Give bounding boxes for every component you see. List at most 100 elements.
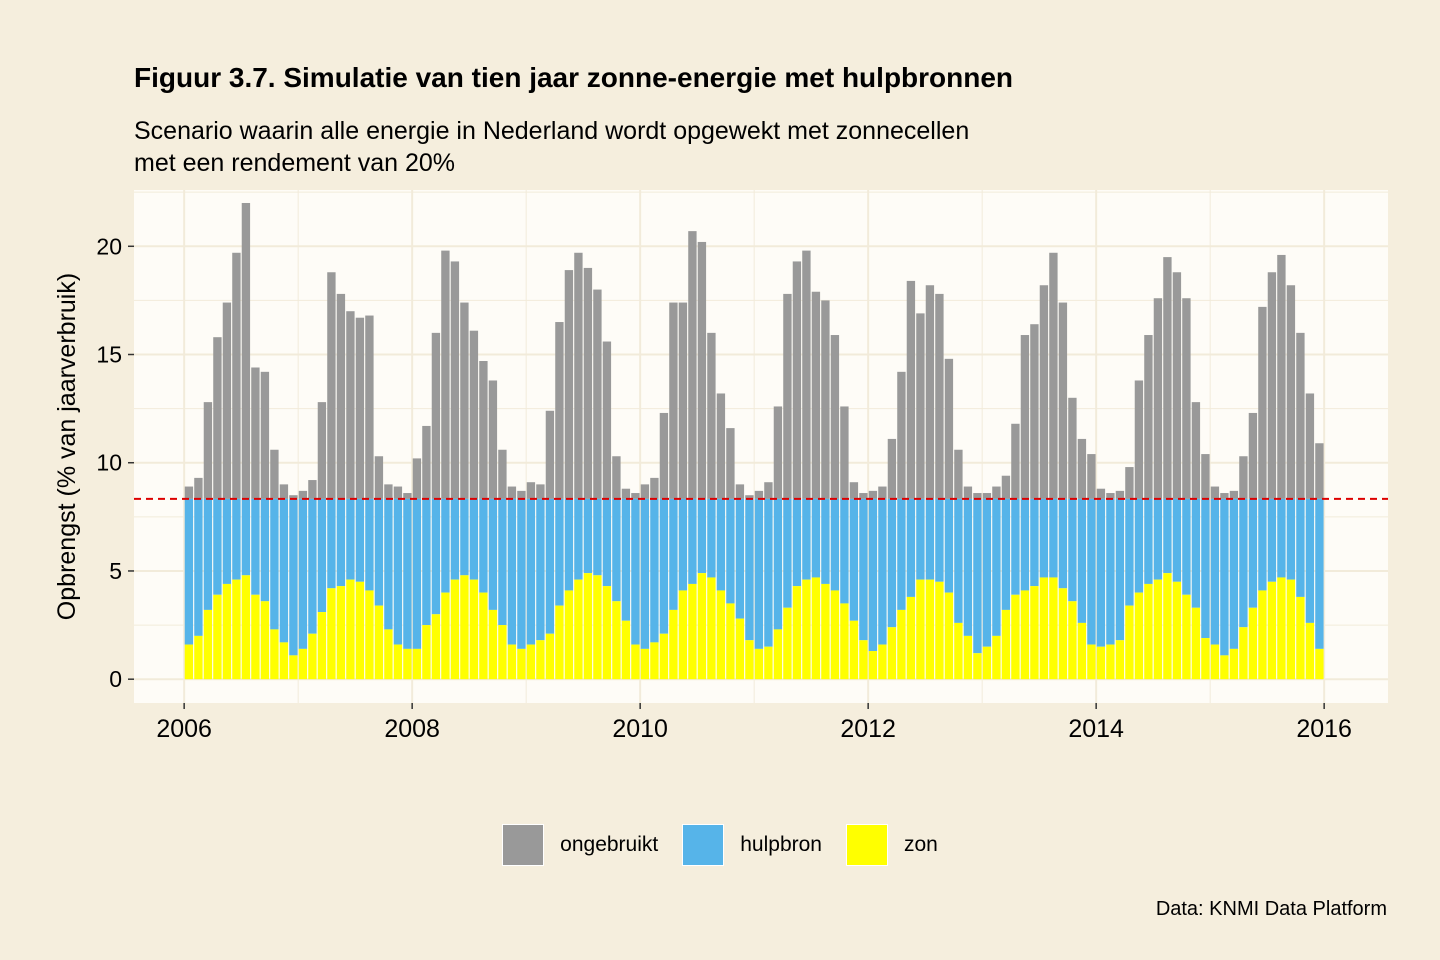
- bar-ongebruikt: [1277, 254, 1286, 499]
- bar-ongebruikt: [935, 293, 944, 499]
- bar-zon: [241, 575, 251, 680]
- bar-zon: [1248, 607, 1258, 680]
- bar-ongebruikt: [821, 300, 830, 499]
- bar-hulpbron: [213, 498, 222, 595]
- bar-zon: [1267, 581, 1277, 680]
- bar-zon: [954, 622, 963, 680]
- bar-zon: [992, 635, 1001, 680]
- bar-zon: [612, 601, 621, 680]
- bar-zon: [830, 590, 840, 680]
- bar-hulpbron: [859, 498, 868, 641]
- bar-ongebruikt: [346, 311, 355, 499]
- bar-zon: [764, 646, 773, 680]
- bar-zon: [422, 625, 431, 680]
- chart-subtitle-line-1: Scenario waarin alle energie in Nederlan…: [134, 117, 970, 145]
- bar-zon: [1001, 609, 1011, 680]
- bar-hulpbron: [659, 498, 669, 634]
- bar-zon: [222, 583, 232, 680]
- bar-hulpbron: [1296, 498, 1305, 597]
- bar-zon: [783, 607, 792, 680]
- bar-zon: [536, 640, 545, 680]
- bar-hulpbron: [783, 498, 792, 608]
- bar-zon: [1144, 583, 1153, 680]
- bar-zon: [203, 609, 213, 680]
- bar-hulpbron: [384, 498, 393, 630]
- bar-zon: [232, 579, 241, 680]
- bar-zon: [849, 620, 859, 680]
- bar-ongebruikt: [811, 291, 821, 499]
- bar-zon: [982, 646, 992, 680]
- bar-zon: [963, 635, 973, 680]
- bar-hulpbron: [403, 498, 412, 649]
- bar-hulpbron: [935, 498, 944, 582]
- bar-ongebruikt: [593, 289, 602, 499]
- chart-caption: Data: KNMI Data Platform: [1155, 898, 1387, 920]
- bar-zon: [868, 651, 878, 680]
- bar-ongebruikt: [963, 486, 973, 499]
- bar-zon: [469, 579, 479, 680]
- bar-ongebruikt: [716, 393, 726, 499]
- bar-ongebruikt: [526, 482, 536, 499]
- bar-zon: [678, 590, 688, 680]
- bar-ongebruikt: [1153, 298, 1163, 499]
- bar-ongebruikt: [1068, 397, 1077, 499]
- bar-hulpbron: [194, 498, 203, 636]
- bar-ongebruikt: [1115, 490, 1125, 499]
- legend-label-hulpbron: hulpbron: [740, 833, 822, 856]
- bar-zon: [1191, 607, 1201, 680]
- bar-zon: [393, 644, 403, 680]
- bar-ongebruikt: [1191, 402, 1201, 499]
- bar-ongebruikt: [260, 371, 270, 499]
- bar-hulpbron: [792, 498, 802, 587]
- bar-ongebruikt: [393, 486, 403, 499]
- bar-zon: [1286, 579, 1296, 680]
- bar-hulpbron: [1134, 498, 1144, 593]
- bar-hulpbron: [1201, 498, 1210, 639]
- bar-zon: [213, 594, 222, 680]
- bar-ongebruikt: [270, 449, 279, 499]
- bar-hulpbron: [707, 498, 716, 578]
- bar-hulpbron: [1267, 498, 1277, 582]
- bar-ongebruikt: [564, 270, 574, 499]
- bar-zon: [1125, 605, 1134, 680]
- bar-ongebruikt: [1258, 306, 1267, 499]
- bar-zon: [973, 653, 982, 680]
- bar-hulpbron: [944, 498, 954, 593]
- legend-item-ongebruikt: ongebruikt: [502, 824, 658, 866]
- bar-ongebruikt: [745, 495, 754, 499]
- bar-zon: [1163, 573, 1172, 680]
- bar-ongebruikt: [954, 449, 963, 499]
- bar-hulpbron: [1239, 498, 1248, 628]
- legend: ongebruikt hulpbron zon: [0, 824, 1440, 866]
- bar-zon: [412, 648, 422, 680]
- bar-hulpbron: [203, 498, 213, 610]
- bar-hulpbron: [536, 498, 545, 641]
- bar-hulpbron: [507, 498, 517, 645]
- bar-zon: [1058, 588, 1068, 680]
- bar-ongebruikt: [431, 332, 441, 499]
- bar-zon: [317, 612, 327, 680]
- y-tick-label: 10: [96, 450, 122, 476]
- legend-swatch-zon: [845, 824, 888, 866]
- bar-zon: [365, 590, 374, 680]
- bar-zon: [555, 605, 564, 680]
- bar-ongebruikt: [184, 486, 194, 499]
- bar-ongebruikt: [1163, 257, 1172, 499]
- bar-hulpbron: [488, 498, 498, 610]
- bar-hulpbron: [840, 498, 849, 604]
- bar-ongebruikt: [479, 361, 488, 499]
- bar-hulpbron: [241, 498, 251, 576]
- bar-ongebruikt: [697, 241, 707, 499]
- bar-ongebruikt: [308, 480, 317, 499]
- bar-zon: [270, 629, 279, 680]
- bar-zon: [1039, 577, 1049, 680]
- bar-ongebruikt: [669, 302, 678, 499]
- bar-zon: [735, 618, 745, 680]
- bar-zon: [1201, 638, 1210, 680]
- bar-zon: [726, 603, 735, 680]
- chart-subtitle-line-2: met een rendement van 20%: [134, 149, 456, 177]
- bar-zon: [251, 594, 260, 680]
- bar-zon: [384, 629, 393, 680]
- bar-hulpbron: [298, 498, 308, 649]
- bar-zon: [669, 609, 678, 680]
